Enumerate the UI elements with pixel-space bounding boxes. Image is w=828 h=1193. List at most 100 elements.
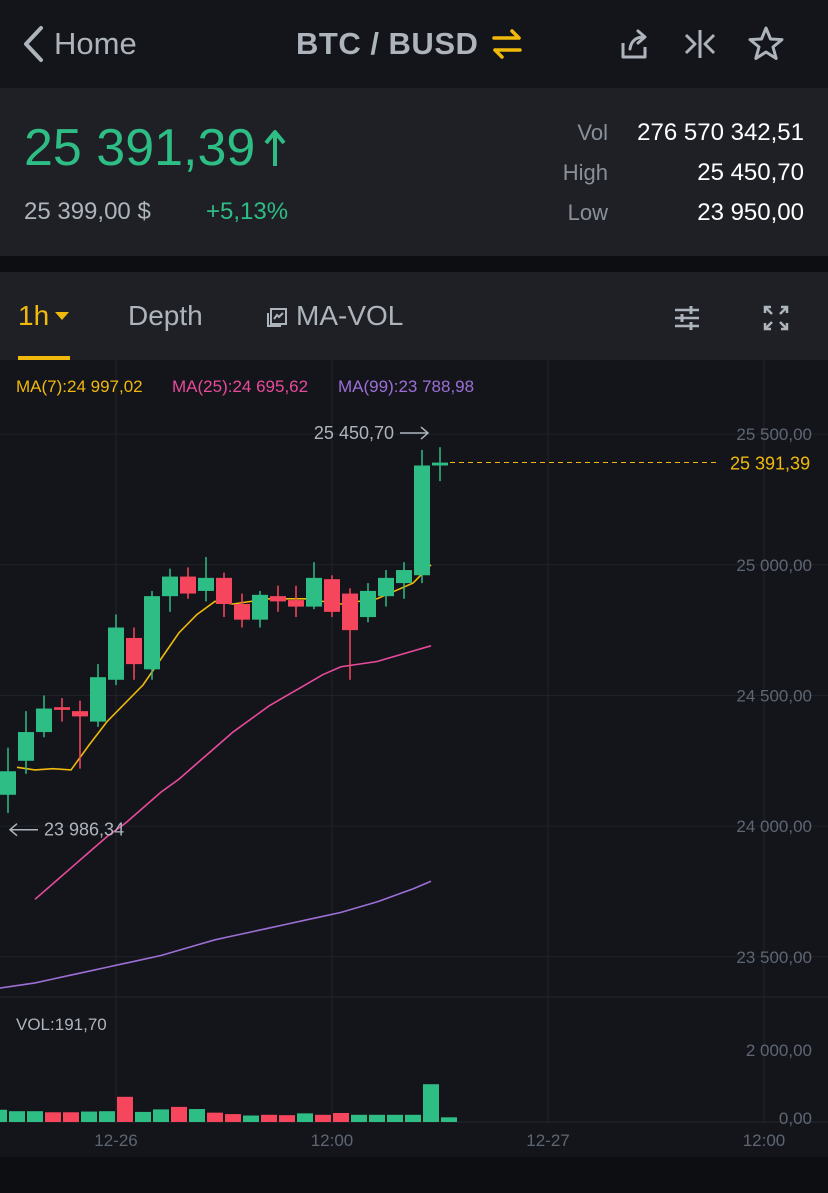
chart-toolbar: 1h Depth MA-VOL (0, 272, 828, 360)
candle-body (90, 677, 106, 722)
time-tick-label: 12-27 (526, 1131, 569, 1150)
candle-body (54, 707, 70, 710)
kline-chart[interactable]: MA(7):24 997,02 MA(25):24 695,62 MA(99):… (0, 360, 828, 1157)
arrow-up-icon (264, 130, 286, 166)
vol-value: 276 570 342,51 (637, 119, 804, 146)
high-marker-arrow (400, 426, 430, 440)
section-divider (0, 256, 828, 272)
active-tab-indicator (18, 356, 70, 360)
ma-legend: MA(7):24 997,02 MA(25):24 695,62 MA(99):… (16, 377, 474, 396)
volume-bar (63, 1112, 79, 1122)
ma-lines (0, 564, 432, 989)
volume-bar (423, 1084, 439, 1122)
price-markers: 25 391,39 25 450,70 23 986,34 (8, 423, 810, 840)
low-label: Low (567, 200, 608, 225)
candle-body (306, 577, 322, 607)
indicator-label: MA-VOL (296, 300, 404, 331)
time-tick-label: 12:00 (311, 1131, 354, 1150)
bottom-bar (0, 1157, 828, 1193)
last-price: 25 391,39 (24, 118, 287, 178)
ma25-label: MA(25):24 695,62 (172, 377, 308, 396)
candle-body (162, 576, 178, 597)
time-axis: 12-26 12:00 12-27 12:00 (94, 1131, 785, 1150)
price-tick-label: 25 000,00 (736, 556, 812, 575)
interval-label: 1h (18, 300, 50, 331)
candle-body (18, 732, 34, 761)
candle-body (270, 596, 286, 602)
vol-label: Vol (577, 120, 608, 145)
low-marker-arrow (8, 823, 38, 837)
low-marker-label: 23 986,34 (44, 820, 124, 840)
ma99-line (0, 880, 432, 989)
fullscreen-button[interactable] (756, 298, 796, 338)
candle-body (198, 577, 214, 591)
candle-body (360, 590, 376, 618)
volume-bar (225, 1114, 241, 1122)
volume-bar (243, 1115, 259, 1122)
candle-body (144, 596, 160, 670)
volume-bar (81, 1111, 97, 1122)
back-label: Home (54, 26, 137, 61)
tab-indicator[interactable]: MA-VOL (266, 300, 403, 332)
candle-body (432, 462, 448, 466)
candle-body (72, 711, 88, 717)
low-value: 23 950,00 (697, 199, 804, 226)
price-axis: 25 500,00 25 000,00 24 500,00 24 000,00 23 5… (736, 425, 812, 967)
favorite-button[interactable] (746, 24, 786, 64)
volume-bar (171, 1106, 187, 1122)
pair-title: BTC / BUSD (296, 26, 479, 61)
volume-bar (135, 1111, 151, 1122)
ma7-label: MA(7):24 997,02 (16, 377, 143, 396)
volume-label: VOL:191,70 (16, 1015, 107, 1034)
pair-selector[interactable]: BTC / BUSD (296, 24, 524, 64)
change-percent: +5,13% (206, 198, 289, 225)
fullscreen-icon (763, 305, 789, 331)
chart-settings-button[interactable] (667, 298, 707, 338)
volume-bar (117, 1096, 133, 1122)
volume-bar (207, 1112, 223, 1122)
last-price-value: 25 391,39 (24, 119, 256, 177)
candle-body (0, 771, 16, 795)
volume-bar (99, 1111, 115, 1122)
ticker-summary: 25 391,39 25 399,00 $ +5,13% Vol 276 570… (0, 88, 828, 256)
top-nav: Home BTC / BUSD (0, 0, 828, 88)
volume-bar (351, 1114, 367, 1122)
compare-icon (684, 30, 716, 58)
ma25-line (34, 645, 432, 900)
high-marker-label: 25 450,70 (314, 423, 394, 443)
tab-depth[interactable]: Depth (128, 300, 203, 331)
volume-bar (153, 1109, 169, 1122)
candle-body (414, 465, 430, 576)
share-button[interactable] (614, 24, 654, 64)
back-button[interactable]: Home (22, 22, 137, 66)
price-tick-label: 25 500,00 (736, 425, 812, 444)
volume-bar (189, 1109, 205, 1122)
candle-body (252, 594, 268, 620)
volume-bar (405, 1114, 421, 1122)
indicator-icon (267, 308, 287, 327)
volume-bar (261, 1114, 277, 1122)
candle-body (342, 593, 358, 631)
fiat-price: 25 399,00 $ (24, 198, 151, 225)
volume-bar (0, 1109, 7, 1122)
ma99-label: MA(99):23 788,98 (338, 377, 474, 396)
candle-body (324, 579, 340, 612)
caret-down-icon (55, 312, 70, 320)
candle-body (234, 604, 250, 620)
high-label: High (562, 160, 608, 185)
price-tick-label: 24 000,00 (736, 817, 812, 836)
price-tick-label: 23 500,00 (736, 948, 812, 967)
sliders-icon (675, 306, 699, 330)
star-icon (748, 26, 784, 60)
compare-button[interactable] (680, 24, 720, 64)
volume-tick-label: 0,00 (779, 1109, 812, 1128)
candle-body (180, 576, 196, 594)
chevron-left-icon (24, 26, 43, 62)
volume-bar (369, 1114, 385, 1122)
kline-chart-svg[interactable]: MA(7):24 997,02 MA(25):24 695,62 MA(99):… (0, 360, 828, 1157)
candle-body (36, 708, 52, 733)
tab-interval[interactable]: 1h (18, 300, 71, 332)
candles (0, 447, 448, 814)
high-value: 25 450,70 (697, 159, 804, 186)
swap-arrows-icon (492, 29, 523, 59)
